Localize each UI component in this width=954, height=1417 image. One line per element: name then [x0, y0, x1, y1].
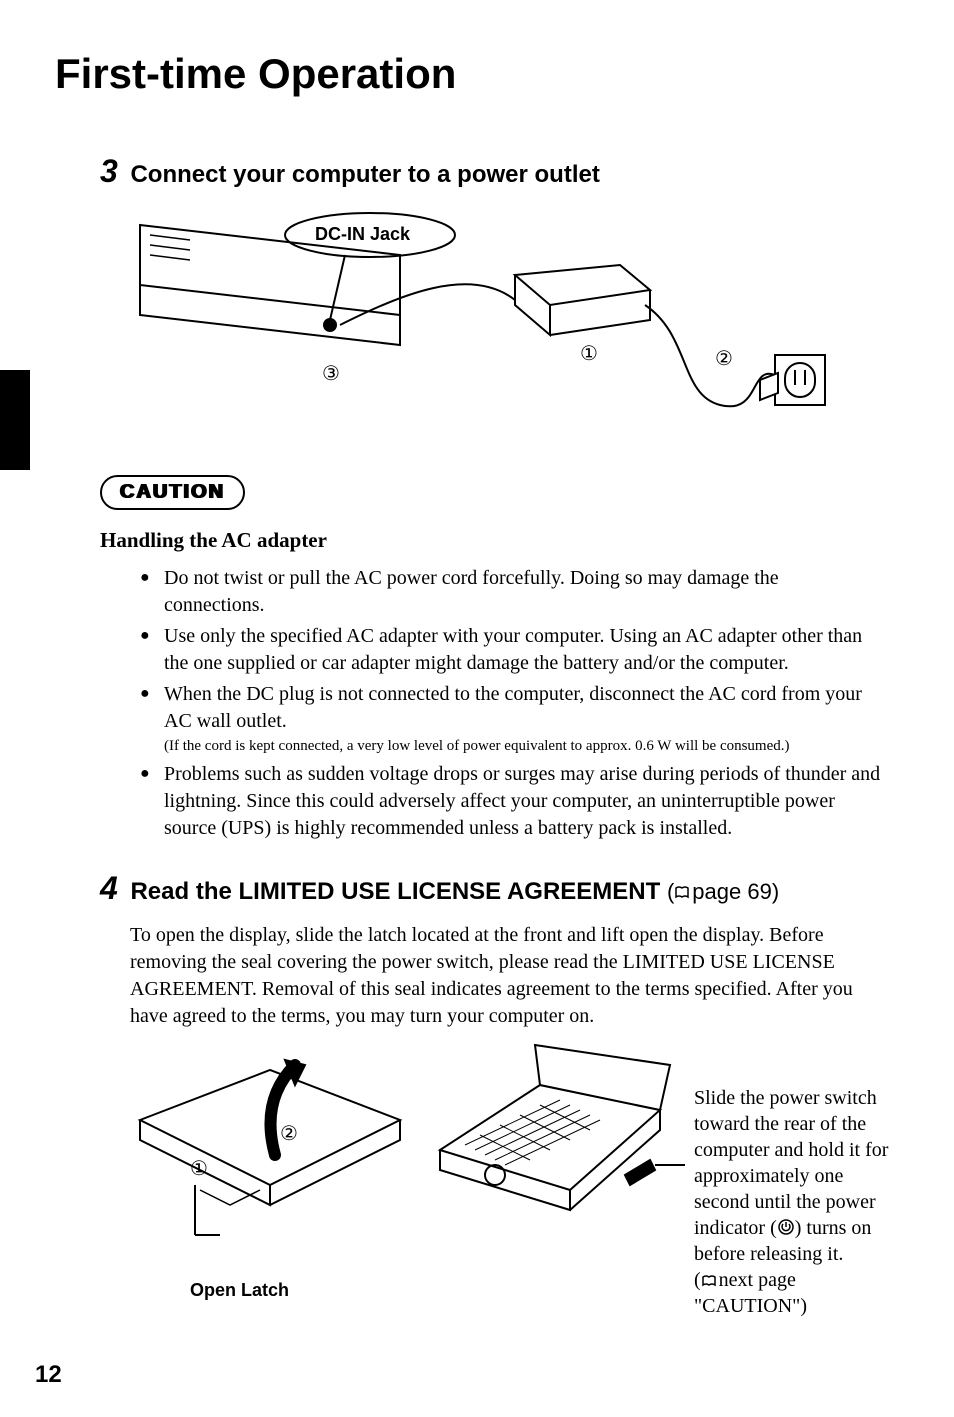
step-3-section: 3 Connect your computer to a power outle…: [100, 153, 894, 430]
caution-badge: CAUTION: [100, 475, 245, 510]
left-black-tab: [0, 370, 30, 470]
caution-bullet-3-text: When the DC plug is not connected to the…: [164, 683, 862, 732]
dc-in-jack-label: DC-IN Jack: [315, 224, 411, 244]
step-4-ref-text: page 69: [692, 879, 772, 904]
caution-bullet-1: Do not twist or pull the AC power cord f…: [140, 565, 884, 619]
page-title: First-time Operation: [55, 50, 894, 98]
step-3-number: 3: [100, 153, 118, 189]
step-4-section: 4 Read the LIMITED USE LICENSE AGREEMENT…: [100, 870, 894, 1319]
caution-fine-print: (If the cord is kept connected, a very l…: [164, 737, 884, 757]
step-4-title: Read the LIMITED USE LICENSE AGREEMENT: [130, 878, 660, 905]
svg-text:③: ③: [322, 363, 340, 385]
step-4-body: To open the display, slide the latch loc…: [130, 922, 894, 1030]
step-3-title: Connect your computer to a power outlet: [130, 161, 599, 188]
open-laptop-diagram: ② ①: [130, 1040, 690, 1319]
open-latch-label: Open Latch: [190, 1280, 690, 1301]
power-switch-instruction: Slide the power switch toward the rear o…: [690, 1040, 894, 1319]
page-number: 12: [35, 1361, 62, 1389]
step-4-ref: (page 69): [667, 879, 779, 904]
reference-icon: [674, 885, 692, 901]
power-outlet-diagram: ③ ① ② DC-IN Jack: [120, 205, 894, 430]
caution-bullet-4: Problems such as sudden voltage drops or…: [140, 761, 884, 842]
caution-subheading: Handling the AC adapter: [100, 528, 894, 553]
svg-text:①: ①: [190, 1158, 208, 1180]
step-4-heading: 4 Read the LIMITED USE LICENSE AGREEMENT…: [100, 870, 894, 907]
caution-bullet-2: Use only the specified AC adapter with y…: [140, 623, 884, 677]
caution-bullet-list: Do not twist or pull the AC power cord f…: [140, 565, 884, 842]
step-4-number: 4: [100, 870, 118, 906]
svg-text:②: ②: [715, 348, 733, 370]
svg-text:①: ①: [580, 343, 598, 365]
caution-bullet-3: When the DC plug is not connected to the…: [140, 681, 884, 757]
step-3-heading: 3 Connect your computer to a power outle…: [100, 153, 894, 190]
svg-text:②: ②: [280, 1123, 298, 1145]
reference-icon: [701, 1274, 719, 1288]
caution-block: CAUTION Handling the AC adapter Do not t…: [50, 460, 894, 842]
step-4-bottom-row: ② ①: [130, 1040, 894, 1319]
power-indicator-icon: [777, 1218, 795, 1236]
